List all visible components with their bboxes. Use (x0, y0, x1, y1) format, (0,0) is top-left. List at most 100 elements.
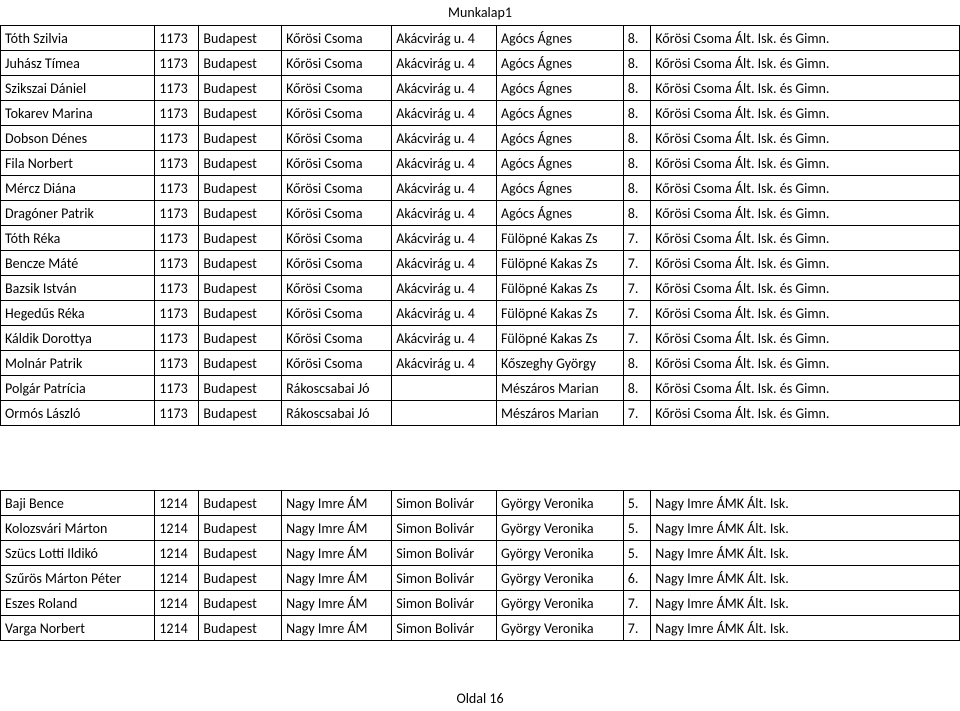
cell-teacher: Fülöpné Kakas Zs (496, 301, 623, 326)
cell-inst: Nagy Imre ÁM (282, 516, 392, 541)
cell-zip: 1173 (155, 201, 199, 226)
cell-school: Kőrösi Csoma Ált. Isk. és Gimn. (651, 401, 960, 426)
cell-grade: 8. (623, 126, 651, 151)
cell-grade: 8. (623, 51, 651, 76)
table-row: Fila Norbert1173BudapestKőrösi CsomaAkác… (1, 151, 960, 176)
cell-name: Polgár Patrícia (1, 376, 155, 401)
cell-addr: Simon Bolivár (392, 541, 497, 566)
cell-school: Kőrösi Csoma Ált. Isk. és Gimn. (651, 151, 960, 176)
cell-teacher: György Veronika (496, 591, 623, 616)
cell-name: Baji Bence (1, 491, 155, 516)
cell-name: Dobson Dénes (1, 126, 155, 151)
cell-zip: 1214 (155, 616, 199, 641)
table-row: Szikszai Dániel1173BudapestKőrösi CsomaA… (1, 76, 960, 101)
cell-inst: Kőrösi Csoma (282, 176, 392, 201)
table-row: Szűrös Márton Péter1214BudapestNagy Imre… (1, 566, 960, 591)
cell-addr: Akácvirág u. 4 (392, 301, 497, 326)
cell-zip: 1173 (155, 101, 199, 126)
cell-city: Budapest (199, 326, 282, 351)
cell-inst: Kőrösi Csoma (282, 226, 392, 251)
cell-addr: Akácvirág u. 4 (392, 126, 497, 151)
cell-grade: 6. (623, 566, 651, 591)
table-row: Polgár Patrícia1173BudapestRákoscsabai J… (1, 376, 960, 401)
table-row: Bazsik István1173BudapestKőrösi CsomaAká… (1, 276, 960, 301)
cell-addr: Akácvirág u. 4 (392, 176, 497, 201)
cell-city: Budapest (199, 516, 282, 541)
cell-teacher: Agócs Ágnes (496, 201, 623, 226)
cell-name: Szűrös Márton Péter (1, 566, 155, 591)
cell-zip: 1214 (155, 566, 199, 591)
table-row: Molnár Patrik1173BudapestKőrösi CsomaAká… (1, 351, 960, 376)
cell-city: Budapest (199, 176, 282, 201)
cell-grade: 7. (623, 591, 651, 616)
cell-zip: 1173 (155, 376, 199, 401)
cell-school: Nagy Imre ÁMK Ált. Isk. (651, 616, 960, 641)
cell-inst: Kőrösi Csoma (282, 151, 392, 176)
cell-teacher: György Veronika (496, 491, 623, 516)
cell-city: Budapest (199, 26, 282, 51)
cell-city: Budapest (199, 101, 282, 126)
table-row: Dragóner Patrik1173BudapestKőrösi CsomaA… (1, 201, 960, 226)
cell-school: Kőrösi Csoma Ált. Isk. és Gimn. (651, 176, 960, 201)
cell-zip: 1173 (155, 51, 199, 76)
cell-school: Kőrösi Csoma Ált. Isk. és Gimn. (651, 126, 960, 151)
cell-school: Kőrösi Csoma Ált. Isk. és Gimn. (651, 276, 960, 301)
cell-city: Budapest (199, 541, 282, 566)
cell-teacher: Fülöpné Kakas Zs (496, 226, 623, 251)
cell-inst: Kőrösi Csoma (282, 126, 392, 151)
cell-zip: 1173 (155, 326, 199, 351)
cell-inst: Nagy Imre ÁM (282, 541, 392, 566)
cell-city: Budapest (199, 491, 282, 516)
cell-zip: 1173 (155, 76, 199, 101)
cell-grade: 7. (623, 226, 651, 251)
cell-inst: Nagy Imre ÁM (282, 566, 392, 591)
cell-name: Szücs Lotti Ildikó (1, 541, 155, 566)
page-number: Oldal 16 (0, 690, 960, 707)
cell-name: Varga Norbert (1, 616, 155, 641)
cell-teacher: Agócs Ágnes (496, 176, 623, 201)
cell-addr: Akácvirág u. 4 (392, 76, 497, 101)
cell-name: Bazsik István (1, 276, 155, 301)
cell-grade: 7. (623, 401, 651, 426)
cell-addr: Akácvirág u. 4 (392, 226, 497, 251)
cell-grade: 8. (623, 26, 651, 51)
cell-name: Ormós László (1, 401, 155, 426)
cell-school: Kőrösi Csoma Ált. Isk. és Gimn. (651, 201, 960, 226)
cell-city: Budapest (199, 226, 282, 251)
cell-name: Mércz Diána (1, 176, 155, 201)
cell-inst: Kőrösi Csoma (282, 301, 392, 326)
cell-teacher: Agócs Ágnes (496, 26, 623, 51)
cell-teacher: Kőszeghy György (496, 351, 623, 376)
cell-grade: 8. (623, 201, 651, 226)
cell-zip: 1173 (155, 251, 199, 276)
cell-name: Káldik Dorottya (1, 326, 155, 351)
cell-inst: Kőrösi Csoma (282, 26, 392, 51)
cell-addr: Akácvirág u. 4 (392, 351, 497, 376)
cell-grade: 7. (623, 251, 651, 276)
cell-inst: Kőrösi Csoma (282, 276, 392, 301)
cell-name: Fila Norbert (1, 151, 155, 176)
cell-inst: Nagy Imre ÁM (282, 491, 392, 516)
cell-grade: 8. (623, 76, 651, 101)
cell-teacher: Agócs Ágnes (496, 76, 623, 101)
cell-name: Tóth Szilvia (1, 26, 155, 51)
cell-name: Szikszai Dániel (1, 76, 155, 101)
cell-addr: Simon Bolivár (392, 491, 497, 516)
cell-grade: 8. (623, 176, 651, 201)
cell-addr: Simon Bolivár (392, 566, 497, 591)
cell-addr: Akácvirág u. 4 (392, 276, 497, 301)
cell-addr: Simon Bolivár (392, 616, 497, 641)
cell-teacher: György Veronika (496, 516, 623, 541)
cell-name: Dragóner Patrik (1, 201, 155, 226)
cell-inst: Nagy Imre ÁM (282, 591, 392, 616)
cell-zip: 1173 (155, 276, 199, 301)
cell-zip: 1173 (155, 301, 199, 326)
cell-inst: Kőrösi Csoma (282, 351, 392, 376)
cell-school: Kőrösi Csoma Ált. Isk. és Gimn. (651, 326, 960, 351)
table-row: Káldik Dorottya1173BudapestKőrösi CsomaA… (1, 326, 960, 351)
table-row: Kolozsvári Márton1214BudapestNagy Imre Á… (1, 516, 960, 541)
cell-teacher: György Veronika (496, 616, 623, 641)
cell-zip: 1173 (155, 351, 199, 376)
data-table: Tóth Szilvia1173BudapestKőrösi CsomaAkác… (0, 25, 960, 641)
table-row: Bencze Máté1173BudapestKőrösi CsomaAkácv… (1, 251, 960, 276)
